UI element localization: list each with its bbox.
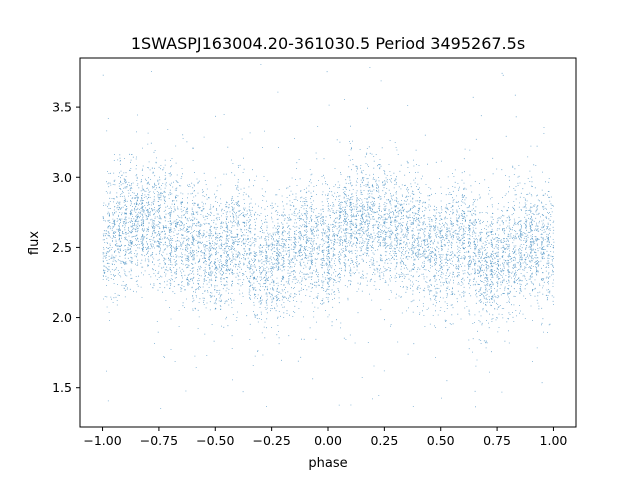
x-tick-label: −0.50 (196, 433, 234, 448)
y-tick-label: 3.5 (52, 100, 72, 115)
chart-title: 1SWASPJ163004.20-361030.5 Period 3495267… (131, 34, 525, 53)
x-tick-label: −1.00 (83, 433, 121, 448)
x-tick-label: 0.50 (427, 433, 455, 448)
flux-scatter-points (102, 64, 555, 409)
x-tick-label: −0.25 (252, 433, 290, 448)
data-points (102, 64, 555, 409)
x-axis-ticks: −1.00 −0.75 −0.50 −0.25 0.00 0.25 0.50 0.75 1.00 (83, 427, 567, 448)
x-tick-label: 0.00 (314, 433, 342, 448)
y-tick-label: 1.5 (52, 380, 72, 395)
y-tick-label: 3.0 (52, 170, 72, 185)
x-tick-label: 1.00 (540, 433, 568, 448)
x-tick-label: −0.75 (140, 433, 178, 448)
x-tick-label: 0.75 (483, 433, 511, 448)
x-axis-label: phase (308, 456, 347, 471)
y-axis-label: flux (27, 231, 42, 255)
y-axis-ticks: 1.5 2.0 2.5 3.0 3.5 (52, 100, 80, 395)
x-tick-label: 0.25 (370, 433, 398, 448)
y-tick-label: 2.0 (52, 310, 72, 325)
y-tick-label: 2.5 (52, 240, 72, 255)
